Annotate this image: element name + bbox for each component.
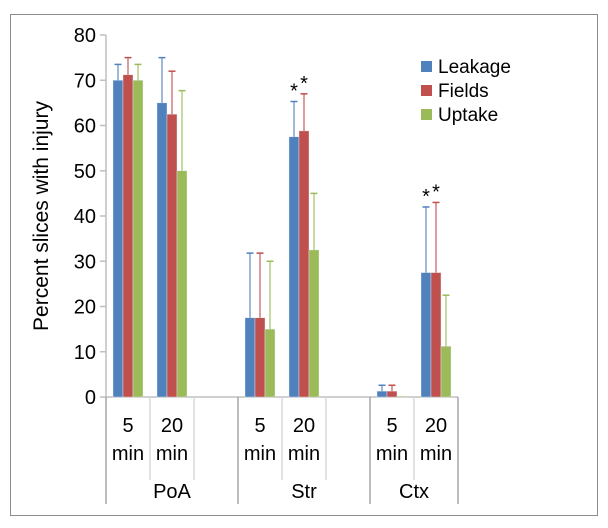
bar-uptake: [132, 80, 144, 398]
legend-label-leakage: Leakage: [438, 57, 511, 78]
group-label: PoA: [153, 481, 191, 503]
y-tick-label: 50: [74, 161, 96, 183]
bar-uptake: [308, 249, 320, 398]
bars: [112, 74, 452, 398]
bar-leakage: [112, 80, 124, 398]
bar-leakage: [156, 102, 168, 398]
category-label-value: 20: [293, 415, 315, 437]
legend-swatch-fields: [421, 85, 432, 96]
bar-fields: [254, 317, 266, 398]
bar-uptake: [176, 170, 188, 398]
bar-leakage: [244, 317, 256, 398]
significance-star: *: [432, 181, 440, 203]
bar-fields: [166, 113, 178, 398]
category-label-value: 20: [161, 415, 183, 437]
y-tick-label: 70: [74, 70, 96, 92]
y-axis-title: Percent slices with injury: [30, 101, 53, 331]
category-label-unit: min: [420, 443, 452, 465]
bar-fields: [298, 130, 310, 398]
bar-leakage: [420, 272, 432, 398]
category-label-value: 20: [425, 415, 447, 437]
significance-star: *: [300, 73, 308, 95]
bar-uptake: [440, 346, 452, 398]
category-label-unit: min: [244, 443, 276, 465]
error-bars: [114, 56, 450, 392]
significance-star: *: [290, 81, 298, 103]
y-tick-label: 40: [74, 206, 96, 228]
bar-uptake: [396, 395, 408, 398]
legend-label-uptake: Uptake: [438, 105, 498, 126]
category-label-unit: min: [376, 443, 408, 465]
bar-leakage: [376, 390, 388, 398]
bar-fields: [386, 390, 398, 398]
bar-fields: [430, 272, 442, 398]
group-label: Ctx: [399, 481, 429, 503]
legend-label-fields: Fields: [438, 81, 489, 102]
legend: Leakage Fields Uptake: [421, 57, 511, 126]
group-label: Str: [291, 481, 317, 503]
y-tick-label: 80: [74, 25, 96, 47]
category-label-value: 5: [386, 415, 397, 437]
bar-fields: [122, 74, 134, 398]
category-label-value: 5: [254, 415, 265, 437]
y-tick-label: 0: [85, 387, 96, 409]
category-label-unit: min: [112, 443, 144, 465]
category-label-unit: min: [288, 443, 320, 465]
y-tick-label: 30: [74, 251, 96, 273]
bar-uptake: [264, 328, 276, 398]
legend-swatch-leakage: [421, 61, 432, 72]
y-tick-label: 60: [74, 116, 96, 138]
significance-markers: * ** *: [290, 73, 440, 208]
y-tick-label: 20: [74, 297, 96, 319]
category-label-value: 5: [122, 415, 133, 437]
category-label-unit: min: [156, 443, 188, 465]
significance-star: *: [422, 186, 430, 208]
bar-leakage: [288, 136, 300, 398]
y-tick-label: 10: [74, 342, 96, 364]
legend-swatch-uptake: [421, 109, 432, 120]
